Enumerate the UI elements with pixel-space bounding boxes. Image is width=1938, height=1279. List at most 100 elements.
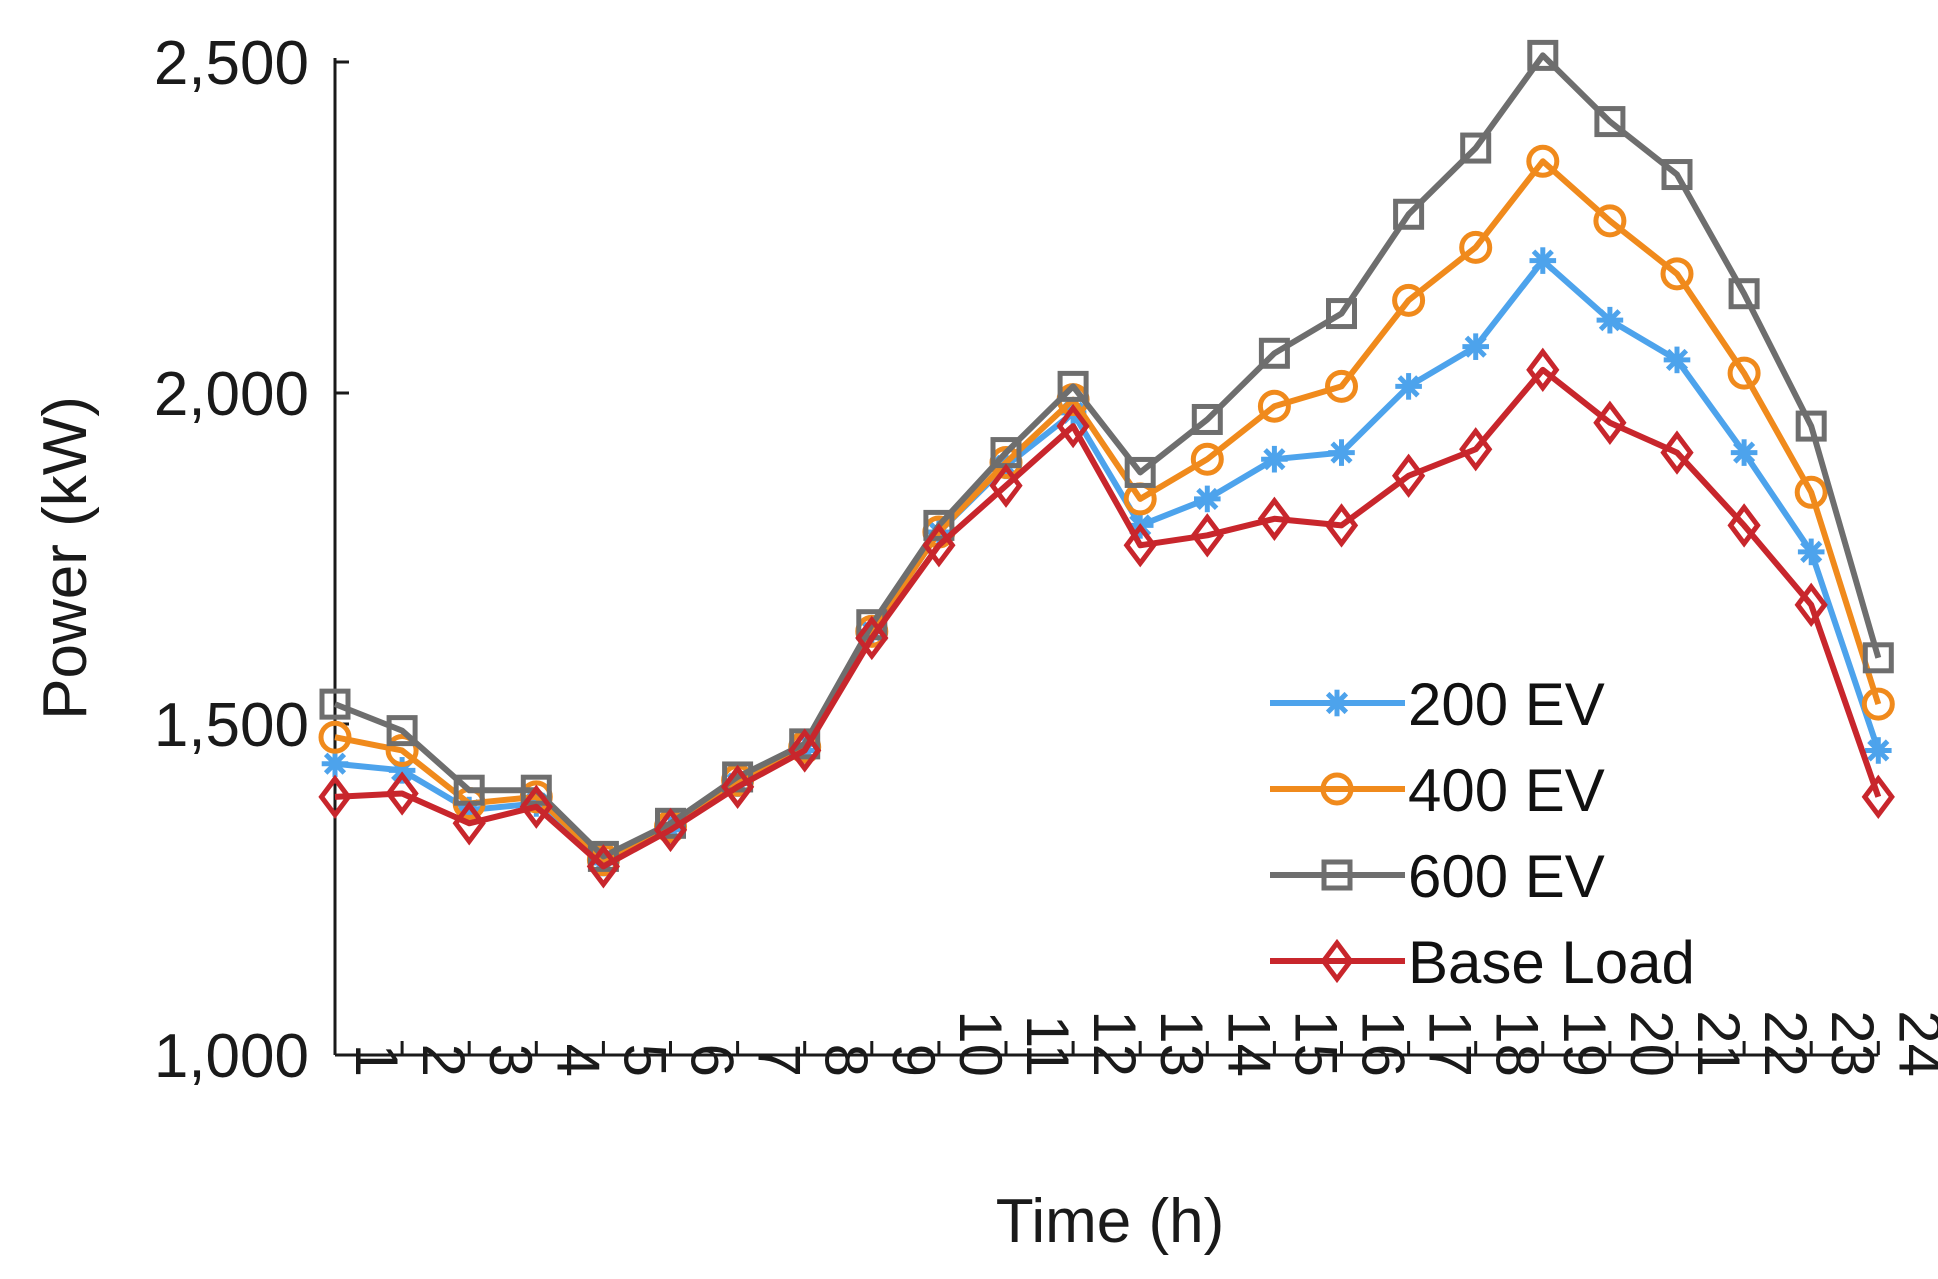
series-base-load [318, 347, 1895, 889]
marker-asterisk [321, 750, 349, 778]
marker-diamond [1727, 503, 1761, 548]
marker-square [1862, 642, 1894, 674]
x-tick-label: 8 [813, 1044, 880, 1077]
marker-diamond [1794, 582, 1828, 628]
marker-asterisk-stroke [1263, 448, 1286, 471]
marker-diamond [1257, 496, 1292, 541]
marker-circle [1526, 144, 1560, 178]
x-tick-label: 22 [1752, 1010, 1819, 1077]
marker-asterisk [1261, 445, 1288, 473]
marker-asterisk [1194, 485, 1221, 513]
x-tick-label: 5 [611, 1044, 678, 1077]
marker-diamond [653, 807, 688, 853]
series-600-ev [319, 39, 1894, 872]
marker-diamond [1391, 453, 1426, 498]
x-tick-label: 6 [679, 1044, 746, 1077]
legend-label: 600 EV [1408, 843, 1605, 910]
marker-diamond [1459, 427, 1493, 472]
marker-asterisk-stroke [1464, 335, 1487, 358]
marker-circle [1593, 204, 1627, 238]
marker-square [1728, 278, 1760, 310]
marker-diamond [788, 728, 822, 773]
marker-circle [1459, 230, 1493, 264]
marker-diamond [1056, 403, 1090, 449]
marker-square [1661, 159, 1693, 191]
marker-asterisk-stroke [1733, 441, 1756, 464]
marker-asterisk-stroke [1325, 691, 1349, 715]
legend-label: 400 EV [1408, 757, 1605, 824]
x-tick-label: 14 [1215, 1010, 1282, 1077]
marker-diamond [318, 774, 352, 819]
series-line [334, 257, 1882, 867]
x-tick-label: 17 [1417, 1010, 1484, 1077]
marker-square [1191, 403, 1223, 435]
x-tick-label: 1 [343, 1044, 410, 1077]
legend-item: Base Load [1270, 929, 1695, 996]
marker-diamond [922, 523, 956, 568]
marker-asterisk-stroke [1665, 348, 1689, 371]
marker-square [1057, 370, 1089, 402]
y-tick-label: 1,000 [154, 1022, 309, 1091]
marker-asterisk-stroke [323, 752, 347, 775]
legend-item: 600 EV [1270, 843, 1605, 910]
marker-diamond [452, 801, 486, 846]
y-axis-ticks: 1,000 1,500 2,000 2,500 [154, 29, 349, 1091]
x-tick-label: 4 [544, 1044, 611, 1077]
x-tick-label: 21 [1685, 1010, 1752, 1077]
marker-asterisk [1730, 439, 1758, 466]
marker-circle [1257, 389, 1291, 423]
y-axis-title: Power (kW) [31, 396, 100, 720]
series-line [334, 158, 1882, 863]
marker-asterisk [1462, 333, 1489, 360]
marker-diamond [1190, 513, 1224, 558]
marker-square [386, 715, 418, 747]
legend-label: 200 EV [1408, 671, 1605, 738]
legend-item: 400 EV [1270, 757, 1605, 824]
marker-diamond [1526, 347, 1560, 392]
marker-circle [385, 733, 419, 767]
marker-asterisk [1865, 737, 1892, 764]
x-tick-label: 12 [1081, 1010, 1148, 1077]
marker-square [1460, 132, 1492, 164]
x-tick-label: 19 [1551, 1010, 1618, 1077]
marker-square [520, 774, 552, 806]
marker-diamond [519, 784, 553, 829]
marker-diamond [1324, 503, 1359, 548]
marker-asterisk [1395, 373, 1422, 400]
x-axis-ticks: 1 2 3 4 5 6 7 8 9 10 11 12 13 14 15 16 17 18 19 20 21 22 23 24 [333, 1010, 1938, 1077]
marker-asterisk [1663, 346, 1691, 374]
marker-asterisk [1323, 689, 1351, 717]
marker-circle [1320, 772, 1354, 806]
x-tick-label: 16 [1350, 1010, 1417, 1077]
series-200-ev [321, 247, 1892, 877]
x-tick-label: 13 [1148, 1010, 1215, 1077]
marker-circle [1861, 687, 1895, 721]
marker-asterisk [1596, 306, 1624, 334]
marker-diamond [586, 844, 621, 889]
legend: 200 EV 400 EV 600 EV Base Load [1270, 671, 1695, 996]
marker-asterisk-stroke [1330, 441, 1353, 464]
marker-square [1795, 410, 1827, 442]
marker-asterisk [1797, 538, 1825, 566]
marker-diamond [989, 463, 1023, 508]
marker-asterisk-stroke [1598, 309, 1621, 332]
marker-diamond [1123, 523, 1157, 568]
x-tick-label: 11 [1014, 1015, 1081, 1077]
marker-square [1258, 337, 1290, 369]
marker-diamond [1660, 430, 1694, 475]
series-400-ev [318, 144, 1895, 877]
marker-diamond [1861, 774, 1895, 819]
marker-asterisk [1328, 439, 1355, 466]
marker-asterisk-stroke [1867, 739, 1890, 762]
marker-square [1124, 456, 1156, 488]
marker-square [1393, 198, 1425, 230]
x-tick-label: 24 [1886, 1010, 1938, 1077]
marker-diamond [385, 771, 419, 816]
marker-circle [1794, 475, 1828, 509]
x-tick-label: 23 [1819, 1010, 1886, 1077]
y-tick-label: 1,500 [154, 691, 309, 760]
marker-square [923, 509, 955, 541]
marker-circle [1190, 442, 1224, 476]
marker-asterisk-stroke [1800, 540, 1823, 563]
marker-diamond [855, 615, 889, 661]
